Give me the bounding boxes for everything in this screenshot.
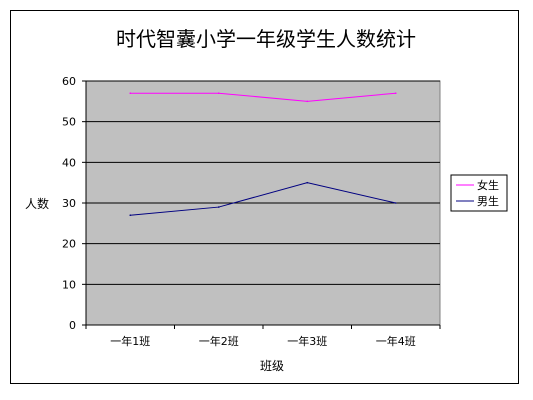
series-line-1 bbox=[130, 182, 396, 216]
legend-label: 男生 bbox=[477, 194, 499, 208]
legend-label: 女生 bbox=[477, 178, 499, 192]
x-axis-ticks: 一年1班 一年2班 一年3班 一年4班 bbox=[85, 325, 441, 348]
data-point bbox=[394, 202, 397, 204]
grid-lines bbox=[86, 80, 440, 285]
data-point bbox=[306, 100, 309, 103]
y-axis-label: 人数 bbox=[25, 196, 49, 211]
x-tick-label: 一年4班 bbox=[376, 334, 416, 348]
data-point bbox=[217, 206, 220, 208]
x-tick-label: 一年2班 bbox=[199, 334, 239, 348]
y-tick-label: 10 bbox=[62, 278, 76, 291]
data-point bbox=[394, 92, 397, 94]
y-tick-label: 50 bbox=[62, 116, 76, 129]
x-tick-label: 一年3班 bbox=[287, 334, 327, 348]
data-point bbox=[129, 214, 132, 216]
y-tick-label: 30 bbox=[62, 197, 76, 210]
series-lines bbox=[129, 92, 397, 216]
data-point bbox=[217, 92, 220, 94]
y-tick-label: 60 bbox=[62, 75, 76, 88]
x-tick-label: 一年1班 bbox=[110, 334, 150, 348]
data-point bbox=[129, 92, 132, 94]
data-point bbox=[306, 181, 309, 184]
y-tick-label: 0 bbox=[69, 319, 76, 332]
chart-title: 时代智囊小学一年级学生人数统计 bbox=[116, 27, 416, 51]
y-tick-label: 20 bbox=[62, 238, 76, 251]
series-line-0 bbox=[130, 92, 396, 102]
x-axis-label: 班级 bbox=[260, 359, 284, 373]
legend-box bbox=[450, 174, 508, 212]
y-tick-label: 40 bbox=[62, 156, 76, 169]
